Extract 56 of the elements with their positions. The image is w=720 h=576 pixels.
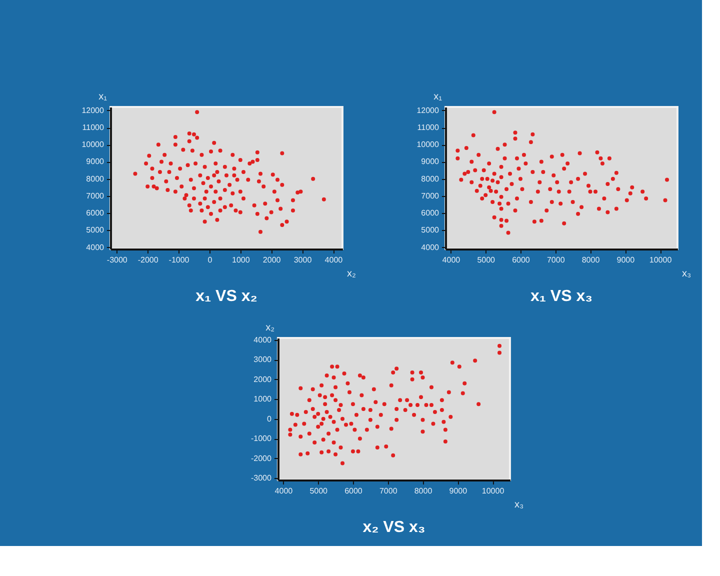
y-tick-label: -2000 <box>250 454 272 463</box>
y-tick-label: 2000 <box>254 374 272 384</box>
x-tick-label: 10000 <box>482 486 505 496</box>
y-tick-label: 8000 <box>421 174 440 184</box>
x-tick-label: 4000 <box>274 486 294 496</box>
x-tick-label: 9000 <box>616 256 636 264</box>
y-tick-label: 5000 <box>86 226 105 235</box>
x-axis-title: x₂ <box>346 268 356 280</box>
x-axis-title: x₃ <box>682 268 692 280</box>
x-axis-title: x₃ <box>514 500 524 510</box>
x-tick-label: 5000 <box>477 256 496 264</box>
x-tick-label: -1000 <box>168 256 190 264</box>
y-axis-title: x₁ <box>98 92 108 102</box>
y-tick-label: 4000 <box>254 335 272 344</box>
y-tick-label: 9000 <box>421 157 440 166</box>
y-tick-label: 0 <box>267 414 272 424</box>
y-tick-label: 10000 <box>416 140 440 150</box>
y-tick-label: 10000 <box>82 140 105 150</box>
x-tick-label: 6000 <box>512 256 530 264</box>
x-tick-label: 2000 <box>262 256 282 264</box>
x-tick-label: 1000 <box>232 256 250 264</box>
x-tick-label: 4000 <box>324 256 344 264</box>
y-tick-label: 12000 <box>82 106 105 115</box>
x-tick-label: 10000 <box>649 256 672 264</box>
text: x₁ VS x₃ <box>530 288 592 305</box>
x-tick-label: -2000 <box>138 256 159 264</box>
y-tick-label: 11000 <box>82 123 105 132</box>
x-tick-label: 9000 <box>449 486 468 496</box>
y-axis-title: x₂ <box>266 322 275 334</box>
y-tick-label: 3000 <box>254 355 272 364</box>
x-tick-label: 7000 <box>546 256 566 264</box>
x-tick-label: -3000 <box>106 256 128 264</box>
y-tick-label: 9000 <box>86 157 105 166</box>
text: x₁ VS x₂ <box>196 288 258 305</box>
y-tick-label: 4000 <box>86 242 105 252</box>
y-tick-label: 4000 <box>421 242 440 252</box>
y-tick-label: 11000 <box>417 123 440 132</box>
text: x₂ VS x₃ <box>362 519 426 536</box>
x-tick-label: 6000 <box>344 486 363 496</box>
y-tick-label: 7000 <box>421 191 440 200</box>
y-tick-label: -1000 <box>250 434 272 444</box>
y-tick-label: 8000 <box>86 174 105 184</box>
x-tick-label: 8000 <box>582 256 600 264</box>
x-tick-label: 4000 <box>442 256 461 264</box>
y-tick-label: 7000 <box>86 191 105 200</box>
y-tick-label: 1000 <box>254 394 272 404</box>
y-tick-label: 5000 <box>421 226 440 235</box>
x-tick-label: 0 <box>208 256 213 264</box>
x-tick-label: 5000 <box>310 486 328 496</box>
x-tick-label: 3000 <box>294 256 312 264</box>
y-tick-label: 12000 <box>416 106 440 115</box>
y-tick-label: -3000 <box>250 474 272 483</box>
x-tick-label: 7000 <box>379 486 398 496</box>
y-axis-title: x₁ <box>434 92 443 102</box>
y-tick-label: 6000 <box>421 208 440 218</box>
y-tick-label: 6000 <box>86 208 105 218</box>
